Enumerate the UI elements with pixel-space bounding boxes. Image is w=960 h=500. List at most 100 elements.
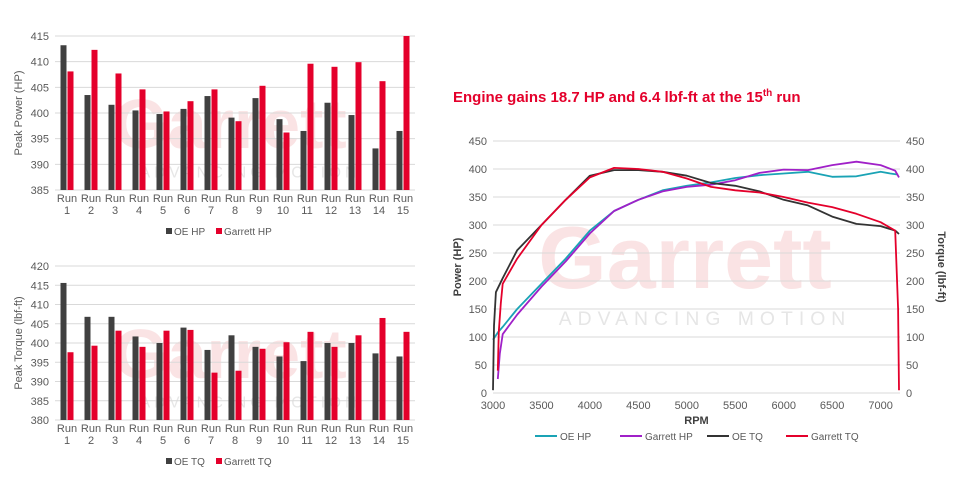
tq-bar-oe (300, 361, 307, 420)
oe-hp-line (492, 170, 899, 341)
x-tick-label: Run (297, 193, 317, 205)
legend-swatch-garrett (216, 228, 222, 234)
y-tick-label: 405 (31, 82, 49, 94)
garrett-tq-line (496, 167, 900, 391)
tq-bar-garrett (259, 348, 266, 420)
hp-bar-garrett (259, 85, 266, 190)
x-tick-label: Run (273, 193, 293, 205)
y-tick-label: 200 (469, 276, 487, 288)
hp-bar-oe (108, 104, 115, 190)
x-tick-label: 1 (64, 435, 70, 447)
hp-bar-garrett (163, 111, 170, 190)
x-tick-label: Run (129, 423, 149, 435)
x-tick-label: Run (105, 193, 125, 205)
headline-suffix: th (762, 88, 773, 99)
hp-bar-garrett (403, 36, 410, 190)
headline-tail: run (772, 89, 801, 106)
hp-bar-garrett (115, 73, 122, 190)
x-tick-label: Run (153, 193, 173, 205)
x-tick-label: Run (225, 423, 245, 435)
tq-bar-garrett (67, 352, 74, 420)
legend-label: Garrett TQ (224, 457, 272, 468)
tq-bar-oe (324, 343, 331, 420)
x-tick-label: 1 (64, 205, 70, 217)
hp-bar-garrett (379, 81, 386, 190)
y-tick-label: 50 (475, 360, 487, 372)
tq-bar-oe (180, 327, 187, 420)
y-tick-label: 415 (31, 31, 49, 43)
y-tick-label: 410 (31, 57, 49, 69)
y-tick-label: 380 (31, 415, 49, 427)
x-tick-label: Run (129, 193, 149, 205)
x-tick-label: 4 (136, 435, 142, 447)
x-tick-label: 6 (184, 205, 190, 217)
tq-bar-oe (108, 316, 115, 420)
x-tick-label: 13 (349, 205, 361, 217)
y-tick-label: 410 (31, 300, 49, 312)
y-tick-label: 400 (31, 338, 49, 350)
x-tick-label: 8 (232, 205, 238, 217)
y-tick-label: 390 (31, 377, 49, 389)
x-tick-label: Run (57, 423, 77, 435)
y-tick-label: 150 (469, 304, 487, 316)
x-tick-label: Run (201, 193, 221, 205)
x-tick-label: 15 (397, 205, 409, 217)
legend-label: OE HP (174, 227, 205, 238)
hp-bar-garrett (67, 71, 74, 190)
y-tick-label: 450 (469, 136, 487, 148)
tq-bar-oe (252, 346, 259, 420)
hp-bar-oe (348, 115, 355, 190)
y-right-tick-label: 350 (906, 192, 924, 204)
x-tick-label: Run (249, 193, 269, 205)
x-tick-label: 7000 (868, 400, 892, 412)
y-tick-label: 400 (469, 164, 487, 176)
y-tick-label: 415 (31, 280, 49, 292)
y-right-tick-label: 100 (906, 332, 924, 344)
x-tick-label: 5500 (723, 400, 747, 412)
y-right-tick-label: 400 (906, 164, 924, 176)
x-tick-label: 8 (232, 435, 238, 447)
y-right-tick-label: 250 (906, 248, 924, 260)
hp-bar-garrett (283, 132, 290, 190)
x-tick-label: 10 (277, 435, 289, 447)
y-tick-label: 0 (481, 388, 487, 400)
tq-bar-garrett (163, 330, 170, 420)
tq-bar-oe (84, 316, 91, 420)
watermark-logo: Garrett (538, 208, 831, 307)
x-tick-label: 5000 (675, 400, 699, 412)
y-axis-label: Peak Power (HP) (13, 71, 25, 156)
x-tick-label: 6 (184, 435, 190, 447)
tq-bar-oe (372, 353, 379, 420)
hp-bar-oe (84, 95, 91, 190)
x-tick-label: Run (273, 423, 293, 435)
watermark-tagline: ADVANCING MOTION (559, 308, 851, 330)
x-tick-label: 4 (136, 205, 142, 217)
tq-bar-garrett (307, 331, 314, 420)
tq-bar-garrett (211, 372, 218, 420)
y-right-tick-label: 300 (906, 220, 924, 232)
x-tick-label: Run (345, 423, 365, 435)
garrett-hp-line (496, 160, 900, 380)
hp-bar-garrett (211, 89, 218, 190)
hp-bar-garrett (187, 101, 194, 190)
y-tick-label: 250 (469, 248, 487, 260)
tq-bar-garrett (187, 329, 194, 420)
x-tick-label: Run (369, 193, 389, 205)
x-tick-label: 4500 (626, 400, 650, 412)
legend-label: OE TQ (174, 457, 205, 468)
legend-label: OE HP (560, 432, 591, 443)
tq-bar-oe (276, 356, 283, 420)
hp-bar-oe (204, 96, 211, 190)
tq-bar-garrett (91, 345, 98, 420)
x-tick-label: Run (321, 423, 341, 435)
y-tick-label: 400 (31, 108, 49, 120)
y-axis-label: Power (HP) (452, 237, 464, 296)
hp-bar-oe (180, 108, 187, 190)
y-tick-label: 405 (31, 319, 49, 331)
headline-text: Engine gains 18.7 HP and 6.4 lbf-ft at t… (453, 89, 763, 106)
hp-bar-oe (396, 130, 403, 190)
x-tick-label: Run (177, 423, 197, 435)
x-tick-label: 6000 (771, 400, 795, 412)
